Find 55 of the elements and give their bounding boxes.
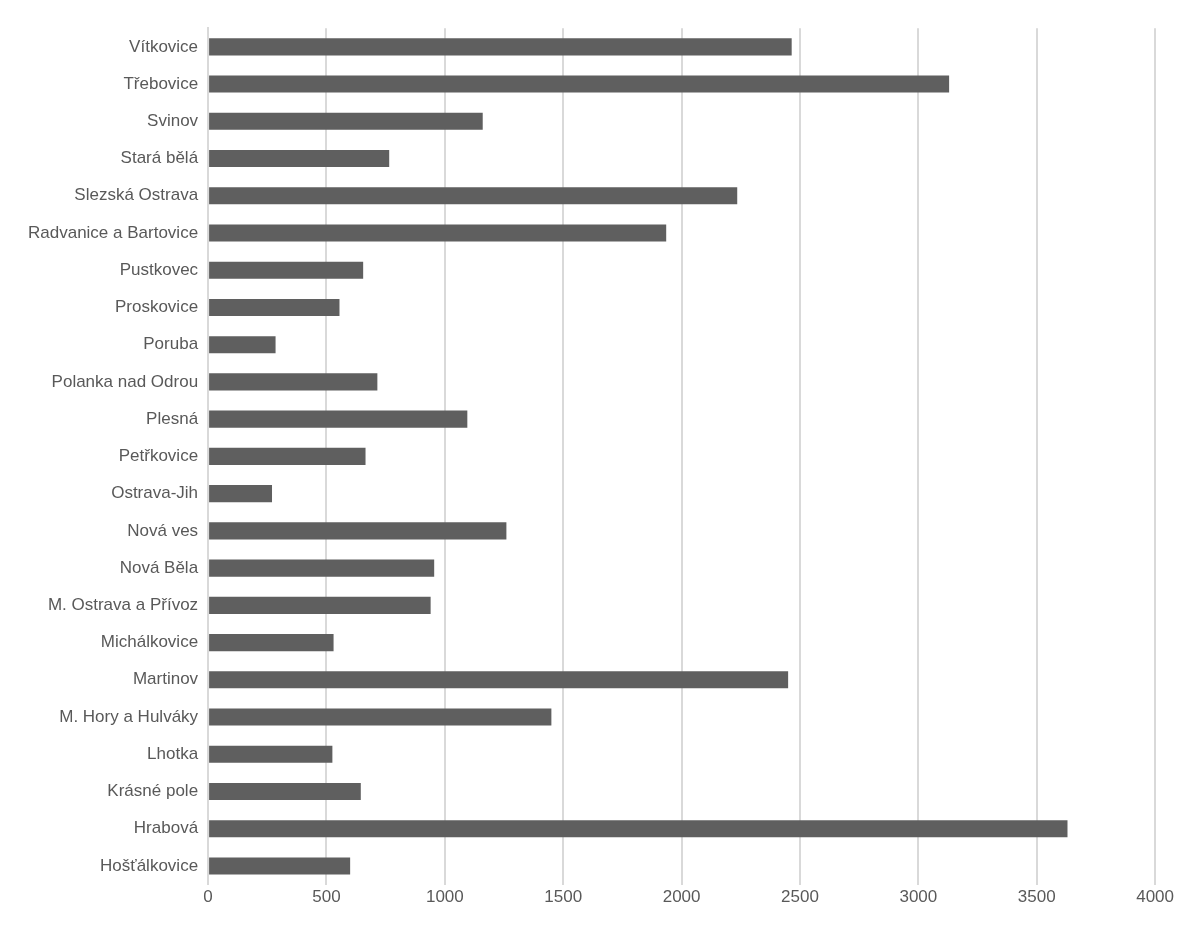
- bar: [209, 745, 333, 763]
- bar: [209, 336, 276, 354]
- y-tick-label: Nová ves: [127, 520, 199, 540]
- x-tick-label: 1500: [544, 887, 583, 907]
- bar: [209, 298, 340, 317]
- x-tick-label: 3000: [899, 887, 938, 907]
- y-tick-label: Poruba: [143, 334, 199, 354]
- bar: [209, 149, 390, 168]
- y-tick-label: Lhotka: [147, 743, 199, 763]
- y-tick-label: Proskovice: [114, 297, 199, 317]
- x-tick-label: 1000: [425, 887, 464, 907]
- bar: [209, 820, 1068, 838]
- bar: [209, 75, 950, 93]
- bar: [209, 485, 273, 503]
- bar: [209, 857, 351, 875]
- y-tick-label: Slezská Ostrava: [74, 185, 199, 205]
- bar: [209, 634, 334, 652]
- y-tick-label: Vítkovice: [129, 36, 199, 56]
- y-tick-label: Hrabová: [133, 818, 199, 838]
- y-tick-label: Třebovice: [123, 73, 199, 93]
- x-tick-label: 4000: [1136, 887, 1174, 907]
- y-tick-label: Nová Běla: [119, 557, 199, 577]
- y-tick-label: Stará bělá: [120, 148, 199, 168]
- y-tick-label: Martinov: [132, 669, 199, 689]
- y-tick-label: Michálkovice: [100, 632, 199, 652]
- y-tick-label: Petřkovice: [118, 446, 199, 466]
- y-tick-label: Polanka nad Odrou: [51, 371, 199, 391]
- x-tick-label: 0: [203, 887, 213, 907]
- bar: [209, 671, 789, 689]
- bar: [209, 112, 483, 130]
- y-tick-label: Ostrava-Jih: [111, 483, 199, 503]
- y-tick-label: M. Hory a Hulváky: [59, 706, 199, 726]
- bar: [209, 522, 507, 540]
- bar: [209, 224, 667, 242]
- x-tick-label: 500: [312, 887, 341, 907]
- x-tick-label: 3500: [1017, 887, 1056, 907]
- bar: [209, 261, 364, 279]
- y-tick-label: Radvanice a Bartovice: [28, 222, 199, 242]
- bar: [209, 373, 378, 391]
- y-tick-label: M. Ostrava a Přívoz: [47, 595, 199, 615]
- bar: [209, 410, 468, 428]
- y-tick-label: Plesná: [146, 408, 199, 428]
- bar: [209, 708, 552, 726]
- bar: [209, 447, 366, 465]
- bar: [209, 559, 435, 577]
- y-tick-label: Svinov: [147, 110, 199, 130]
- y-tick-label: Hošťálkovice: [100, 855, 199, 875]
- y-tick-label: Krásné pole: [107, 781, 199, 801]
- bar: [209, 187, 738, 205]
- bar: [209, 38, 792, 56]
- x-tick-label: 2000: [662, 887, 701, 907]
- bar: [209, 596, 431, 614]
- bar: [209, 782, 361, 801]
- y-tick-label: Pustkovec: [119, 259, 199, 279]
- x-tick-label: 2500: [781, 887, 819, 907]
